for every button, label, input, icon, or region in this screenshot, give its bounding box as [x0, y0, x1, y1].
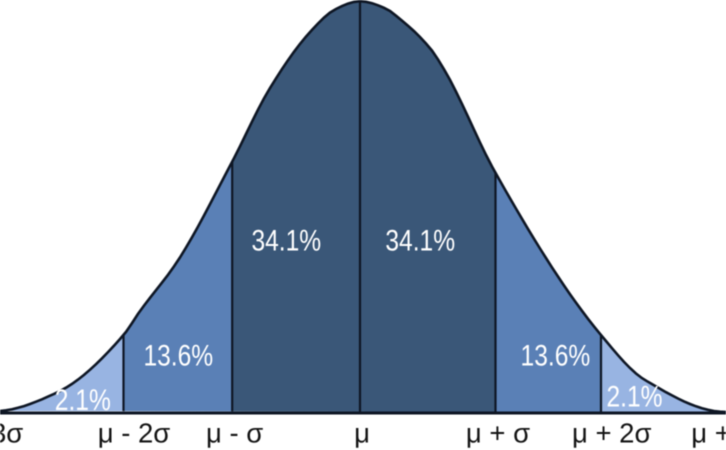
svg-text:13.6%: 13.6% [521, 338, 591, 372]
svg-text:μ - σ: μ - σ [206, 418, 263, 449]
svg-text:μ + σ: μ + σ [466, 418, 530, 449]
svg-text:μ - 2σ: μ - 2σ [98, 418, 171, 449]
svg-text:2.1%: 2.1% [55, 382, 111, 416]
svg-text:34.1%: 34.1% [251, 223, 321, 257]
svg-text:μ - 3σ: μ - 3σ [0, 418, 23, 449]
svg-text:μ: μ [354, 418, 370, 449]
svg-text:13.6%: 13.6% [143, 338, 213, 372]
svg-text:34.1%: 34.1% [385, 223, 455, 257]
svg-text:μ + 2σ: μ + 2σ [572, 418, 651, 449]
svg-text:μ + 3σ: μ + 3σ [691, 418, 726, 449]
svg-text:2.1%: 2.1% [606, 379, 662, 413]
